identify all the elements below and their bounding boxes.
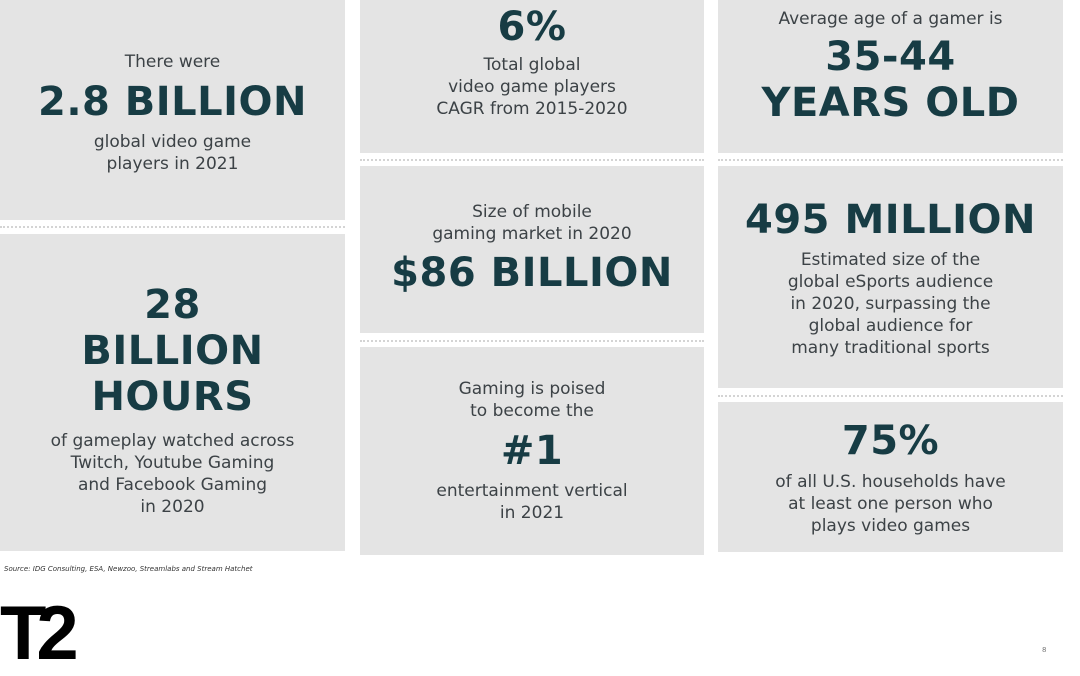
stat-tile-entertainment-vertical: Gaming is poised to become the #1 entert… <box>360 347 704 555</box>
stat-tile-global-players: There were 2.8 BILLION global video game… <box>0 0 345 220</box>
divider <box>718 159 1063 161</box>
stat-tile-intro: There were <box>124 52 221 72</box>
stat-tile-caption: Total global video game players CAGR fro… <box>436 55 628 119</box>
stat-tile-cagr: 6% Total global video game players CAGR … <box>360 0 704 153</box>
stat-tile-caption: global video game players in 2021 <box>93 132 252 174</box>
stat-tile-caption: entertainment vertical in 2021 <box>436 481 628 523</box>
page-number: 8 <box>1042 646 1047 654</box>
stat-tile-value: $86 BILLION <box>391 249 673 296</box>
divider <box>0 226 345 228</box>
stat-tile-caption: of all U.S. households have at least one… <box>775 472 1006 536</box>
divider <box>360 340 704 342</box>
divider <box>718 395 1063 397</box>
stat-tile-caption: Estimated size of the global eSports aud… <box>787 250 994 358</box>
t2-logo: T2 <box>0 591 79 676</box>
stat-tile-value: #1 <box>500 428 564 474</box>
stat-tile-value: 6% <box>497 4 567 50</box>
stat-tile-value: 75% <box>841 418 940 464</box>
stat-tile-intro: Average age of a gamer is <box>778 9 1003 29</box>
stat-tile-mobile-market: Size of mobile gaming market in 2020 $86… <box>360 166 704 333</box>
stat-tile-value: 35-44 YEARS OLD <box>761 34 1020 126</box>
stat-tile-value: 2.8 BILLION <box>38 79 307 125</box>
divider <box>360 159 704 161</box>
stat-tile-intro: Size of mobile gaming market in 2020 <box>432 201 632 244</box>
stat-tile-esports-audience: 495 MILLION Estimated size of the global… <box>718 166 1063 388</box>
stat-tile-hours-watched: 28 BILLION HOURS of gameplay watched acr… <box>0 234 345 551</box>
stat-tile-us-households: 75% of all U.S. households have at least… <box>718 402 1063 552</box>
stat-tile-gamer-age: Average age of a gamer is 35-44 YEARS OL… <box>718 0 1063 153</box>
stat-tile-value: 495 MILLION <box>745 197 1036 243</box>
stat-tile-value: 28 BILLION HOURS <box>81 281 264 420</box>
stat-tile-caption: of gameplay watched across Twitch, Youtu… <box>50 430 295 517</box>
stat-tile-intro: Gaming is poised to become the <box>458 379 606 421</box>
source-note: Source: IDG Consulting, ESA, Newzoo, Str… <box>4 565 253 573</box>
